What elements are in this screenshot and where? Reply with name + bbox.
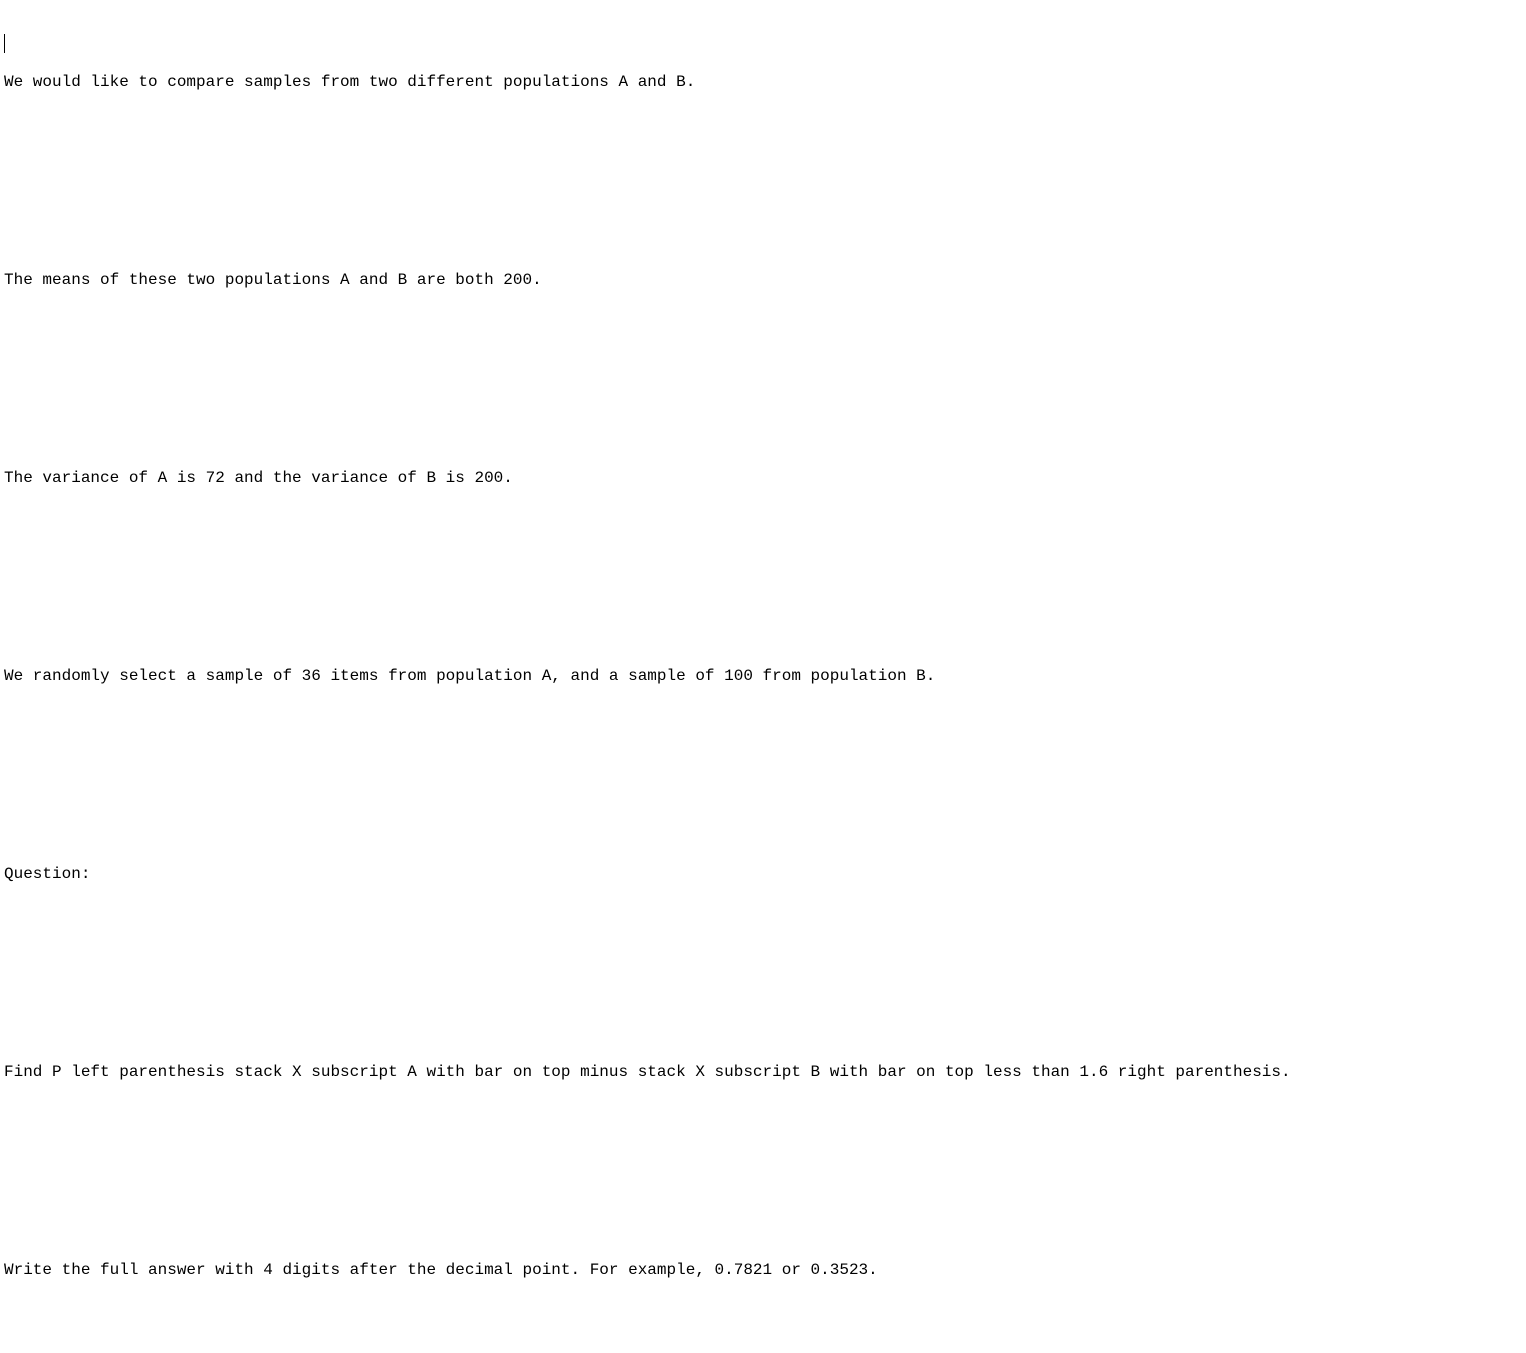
text-document[interactable]: We would like to compare samples from tw…	[0, 0, 1526, 1353]
text-line	[4, 561, 1522, 594]
text-cursor	[4, 34, 5, 53]
text-line	[4, 363, 1522, 396]
text-line: Question:	[4, 858, 1522, 891]
text-line: We would like to compare samples from tw…	[4, 66, 1522, 99]
text-line: We randomly select a sample of 36 items …	[4, 660, 1522, 693]
text-line	[4, 759, 1522, 792]
text-line	[4, 165, 1522, 198]
text-line: The means of these two populations A and…	[4, 264, 1522, 297]
text-line	[4, 957, 1522, 990]
text-line: The variance of A is 72 and the variance…	[4, 462, 1522, 495]
text-line: Write the full answer with 4 digits afte…	[4, 1254, 1522, 1287]
text-line: Find P left parenthesis stack X subscrip…	[4, 1056, 1522, 1089]
text-line	[4, 1155, 1522, 1188]
